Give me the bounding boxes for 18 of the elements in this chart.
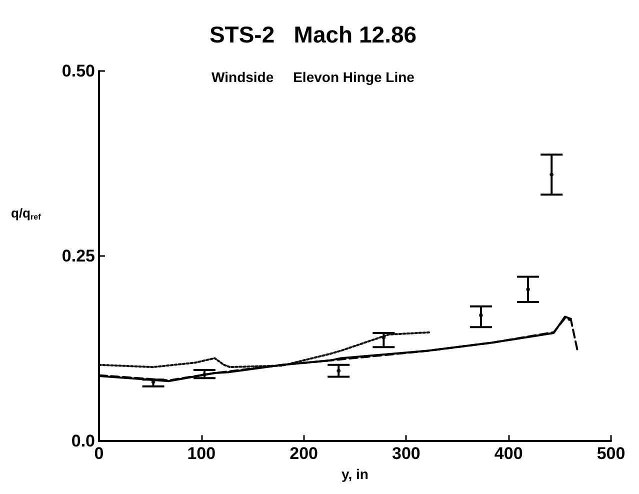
line-series xyxy=(98,331,432,368)
x-tick-label: 200 xyxy=(290,444,318,464)
chart-subtitle: Windside Elevon Hinge Line xyxy=(212,69,415,85)
y-tick-label: 0.25 xyxy=(62,246,95,266)
point xyxy=(382,335,386,340)
y-tick-label: 0.50 xyxy=(62,62,95,80)
x-tick-label: 400 xyxy=(494,444,523,464)
x-tick-label: 0 xyxy=(94,444,104,464)
chart-title: STS-2 Mach 12.86 xyxy=(209,22,417,48)
x-axis-title: y, in xyxy=(342,466,368,482)
point xyxy=(550,172,554,177)
point xyxy=(336,368,341,373)
x-tick-label: 100 xyxy=(187,444,216,464)
point xyxy=(478,313,483,318)
x-tick-label: 300 xyxy=(392,444,420,464)
point xyxy=(526,287,530,292)
y-tick-label: 0.0 xyxy=(71,432,95,451)
x-tick-label: 500 xyxy=(596,444,626,464)
